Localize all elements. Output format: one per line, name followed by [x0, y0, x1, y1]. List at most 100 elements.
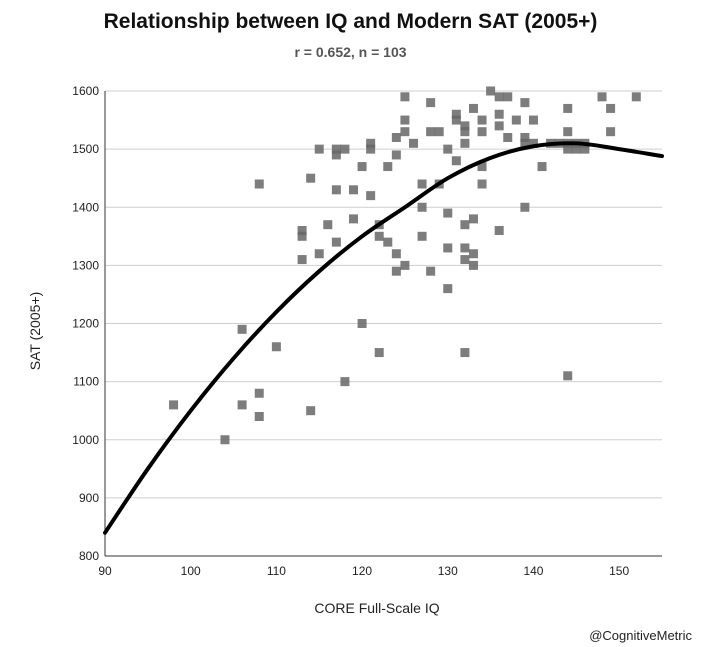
data-point: [597, 92, 607, 102]
y-tick-label: 1600: [72, 84, 99, 98]
data-point: [503, 133, 513, 142]
data-point: [237, 324, 247, 334]
y-tick-label: 1300: [72, 258, 99, 272]
data-point: [528, 115, 538, 125]
data-point: [468, 103, 478, 113]
data-point: [254, 412, 264, 421]
data-point: [340, 377, 350, 387]
data-point: [571, 144, 581, 154]
data-point: [460, 348, 470, 358]
data-point: [417, 231, 427, 241]
tick-labels: 800 900 1000 1100 1200 1300 1400 1500 1600 90 100 1…: [72, 84, 629, 578]
data-point: [220, 435, 230, 445]
data-point: [297, 231, 307, 241]
x-tick-label: 140: [523, 564, 543, 578]
data-point: [451, 115, 461, 125]
data-point: [237, 400, 247, 410]
data-point: [408, 138, 418, 148]
data-point: [520, 202, 530, 212]
data-point: [494, 109, 504, 119]
data-point: [511, 115, 521, 125]
trendline-group: [103, 141, 664, 535]
data-point: [400, 92, 410, 102]
data-point: [169, 400, 179, 410]
data-point: [520, 133, 530, 142]
data-point: [606, 127, 616, 137]
data-point: [357, 162, 367, 172]
data-point: [563, 144, 573, 154]
data-point: [254, 388, 264, 398]
data-point: [451, 109, 461, 119]
data-point: [426, 98, 436, 108]
data-point: [331, 237, 341, 247]
data-point: [391, 133, 401, 142]
data-point: [460, 127, 470, 137]
data-point: [366, 144, 376, 154]
data-point: [383, 237, 393, 247]
data-point: [460, 243, 470, 253]
y-axis-title: SAT (2005+): [27, 292, 43, 370]
data-point: [314, 144, 324, 154]
data-point: [366, 191, 376, 201]
data-point: [383, 162, 393, 172]
x-tick-label: 130: [438, 564, 458, 578]
data-point: [520, 98, 530, 108]
x-tick-label: 110: [267, 564, 286, 578]
data-point: [357, 319, 367, 328]
x-tick-label: 100: [181, 564, 201, 578]
x-tick-label: 120: [352, 564, 372, 578]
data-point: [314, 249, 324, 259]
data-point: [271, 342, 281, 352]
data-point: [297, 255, 307, 265]
credit-label: @CognitiveMetric: [589, 628, 692, 643]
data-point: [451, 156, 461, 166]
data-point: [254, 179, 264, 189]
data-point: [417, 179, 427, 189]
chart-title: Relationship between IQ and Modern SAT (…: [103, 10, 598, 33]
data-point: [631, 92, 641, 102]
data-point: [374, 231, 384, 241]
data-point: [374, 348, 384, 358]
axes: [104, 91, 662, 557]
data-point: [503, 92, 513, 102]
data-point: [306, 173, 316, 183]
data-point: [349, 185, 359, 195]
y-tick-label: 1200: [72, 317, 99, 331]
data-point: [460, 220, 470, 230]
data-point: [563, 103, 573, 113]
y-tick-label: 900: [79, 491, 99, 505]
data-point: [297, 226, 307, 235]
data-point: [426, 127, 436, 137]
data-point: [443, 208, 453, 218]
data-point: [349, 214, 359, 224]
data-point: [477, 127, 487, 137]
data-point: [331, 150, 341, 160]
data-point: [426, 266, 436, 276]
data-point: [494, 92, 504, 102]
trendline: [103, 141, 664, 535]
data-point: [468, 214, 478, 224]
data-point: [443, 243, 453, 253]
data-point: [486, 86, 496, 96]
data-point: [520, 138, 530, 148]
data-point: [494, 121, 504, 131]
data-point: [306, 406, 316, 416]
data-point: [477, 162, 487, 172]
data-point: [537, 162, 547, 172]
data-point: [434, 127, 444, 137]
x-tick-label: 150: [609, 564, 629, 578]
data-point: [443, 144, 453, 154]
data-point: [391, 266, 401, 276]
data-point: [580, 144, 590, 154]
data-point: [563, 127, 573, 137]
data-point: [417, 202, 427, 212]
chart-subtitle: r = 0.652, n = 103: [294, 44, 407, 60]
data-point: [606, 103, 616, 113]
x-axis-title: CORE Full-Scale IQ: [314, 600, 439, 616]
data-point: [460, 121, 470, 131]
data-point: [460, 255, 470, 265]
x-tick-label: 90: [98, 564, 112, 578]
data-point: [340, 144, 350, 154]
data-point: [468, 260, 478, 270]
